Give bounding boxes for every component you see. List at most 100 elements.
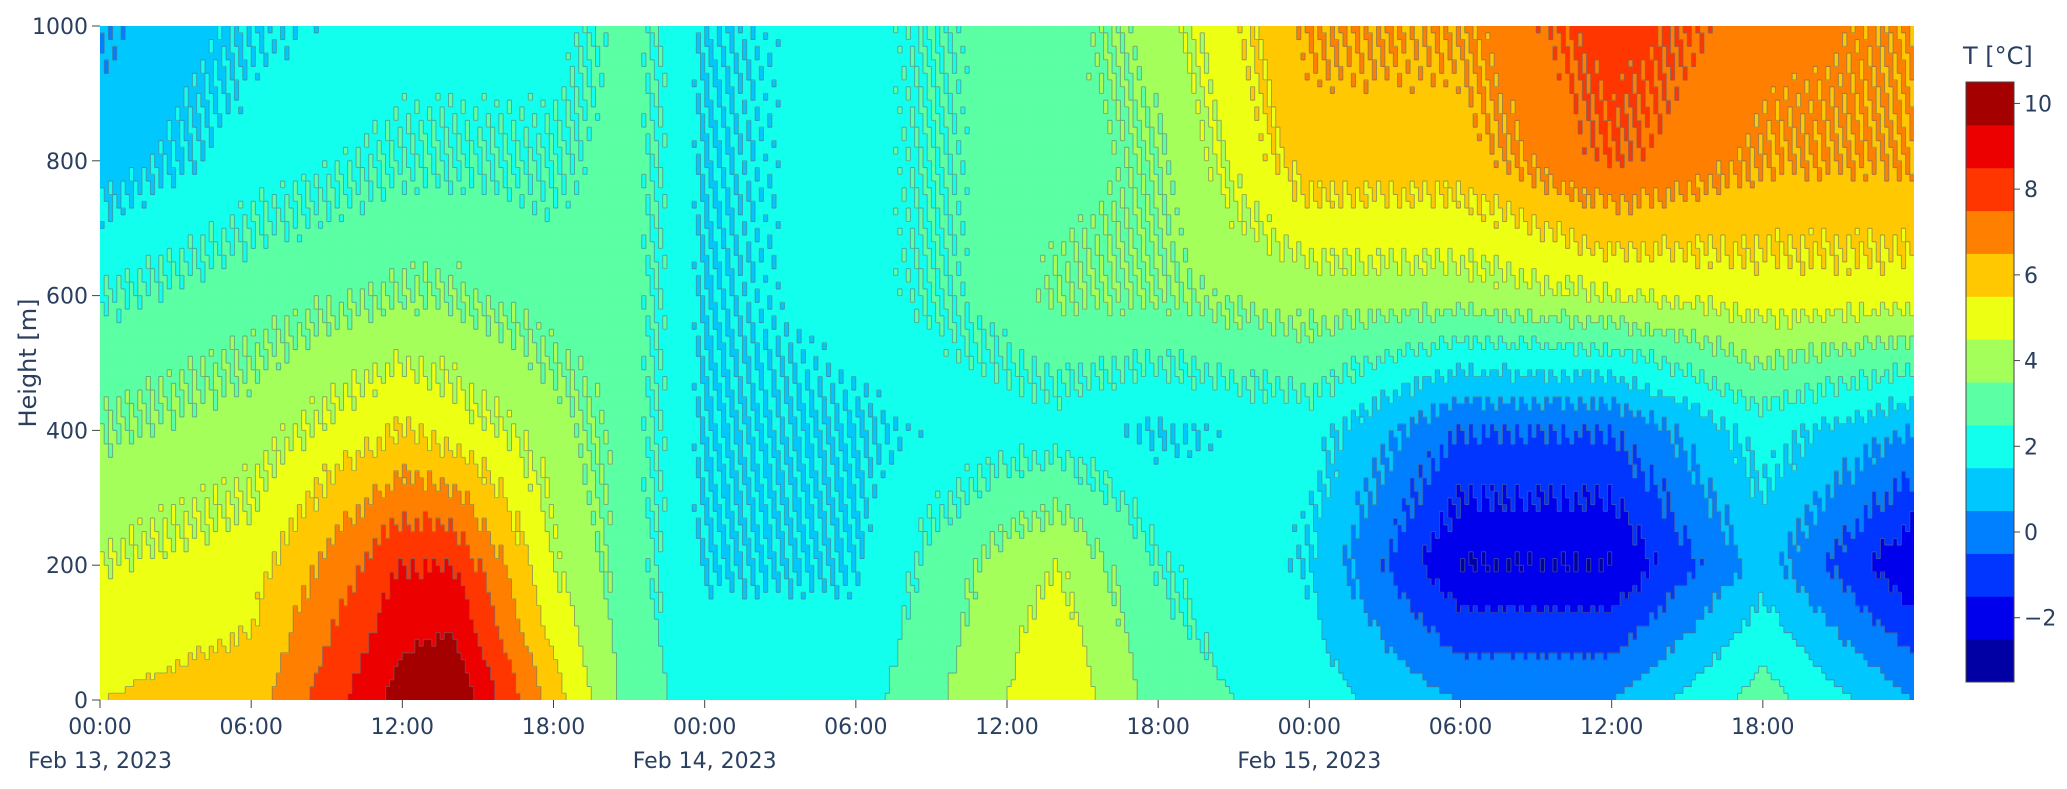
temperature-cell [540,686,546,694]
temperature-cell [1809,693,1814,700]
temperature-cell [1078,625,1084,634]
temperature-cell [931,625,937,634]
temperature-cell [1788,639,1793,647]
temperature-cell [1212,693,1218,700]
temperature-cell [347,673,353,681]
temperature-cell [729,659,735,667]
temperature-cell [1464,679,1470,688]
temperature-cell [1397,686,1403,694]
temperature-cell [238,646,244,654]
temperature-cell [305,679,311,688]
temperature-cell [1704,632,1709,640]
temperature-cell [1023,619,1029,627]
temperature-cell [536,646,542,654]
temperature-cell [734,646,739,654]
temperature-cell [1237,625,1243,634]
temperature-cell [230,639,235,647]
temperature-cell [1855,659,1861,667]
temperature-cell [591,693,597,700]
temperature-cell [1313,693,1319,700]
temperature-cell [1893,652,1898,661]
temperature-cell [818,646,823,654]
temperature-cell [456,679,462,688]
temperature-cell [826,632,832,640]
temperature-cell [839,652,844,661]
temperature-cell [540,632,546,640]
temperature-cell [1204,625,1210,634]
temperature-cell [1872,659,1877,667]
temperature-cell [721,625,727,634]
temperature-cell [1015,693,1021,700]
temperature-cell [1153,659,1159,667]
temperature-cell [1313,632,1319,640]
temperature-cell [637,679,643,688]
temperature-cell [1347,666,1352,674]
temperature-cell [1183,639,1189,647]
temperature-cell [1431,646,1436,654]
temperature-cell [448,625,454,634]
temperature-cell [217,686,223,694]
temperature-cell [666,619,672,627]
temperature-cell [1905,693,1911,700]
temperature-cell [297,639,303,647]
temperature-cell [532,639,538,647]
temperature-cell [1347,659,1352,667]
temperature-cell [902,673,907,681]
temperature-cell [272,646,277,654]
temperature-cell [1090,666,1096,674]
temperature-cell [1216,693,1222,700]
temperature-cell [1090,659,1096,667]
temperature-cell [872,646,878,654]
temperature-cell [1632,693,1638,700]
plot-area[interactable] [100,26,1915,701]
temperature-cell [1779,632,1785,640]
temperature-cell [1905,639,1911,647]
temperature-cell [965,659,970,667]
temperature-cell [1393,625,1399,634]
temperature-cell [650,659,655,667]
temperature-cell [906,693,912,700]
temperature-cell [150,693,156,700]
temperature-cell [1137,646,1142,654]
temperature-cell [1338,632,1344,640]
temperature-cell [1065,639,1071,647]
temperature-cell [1880,639,1886,647]
temperature-cell [1158,639,1163,647]
temperature-cell [1208,652,1214,661]
temperature-cell [398,652,403,661]
temperature-cell [372,659,378,667]
temperature-cell [599,659,605,667]
temperature-cell [1884,686,1890,694]
temperature-cell [902,693,907,700]
temperature-cell [1645,639,1651,647]
temperature-cell [692,639,697,647]
temperature-cell [792,632,798,640]
temperature-cell [675,646,681,654]
temperature-cell [1855,632,1861,640]
temperature-cell [1624,686,1630,694]
temperature-cell [389,686,395,694]
temperature-cell [314,679,319,688]
temperature-cell [620,659,626,667]
temperature-cell [356,619,361,627]
temperature-cell [322,639,328,647]
temperature-cell [133,673,139,681]
temperature-cell [910,632,916,640]
temperature-cell [444,639,450,647]
temperature-cell [981,619,987,627]
temperature-cell [1494,652,1499,661]
temperature-cell [830,619,836,627]
temperature-cell [1120,673,1126,681]
temperature-cell [1368,632,1373,640]
temperature-cell [1095,673,1100,681]
temperature-cell [267,659,273,667]
temperature-cell [1028,679,1033,688]
temperature-cell [608,646,613,654]
temperature-cell [1716,693,1722,700]
temperature-cell [1242,639,1247,647]
temperature-cell [1704,639,1709,647]
temperature-cell [1456,673,1462,681]
temperature-cell [364,639,370,647]
temperature-cell [1389,679,1394,688]
temperature-cell [805,639,811,647]
